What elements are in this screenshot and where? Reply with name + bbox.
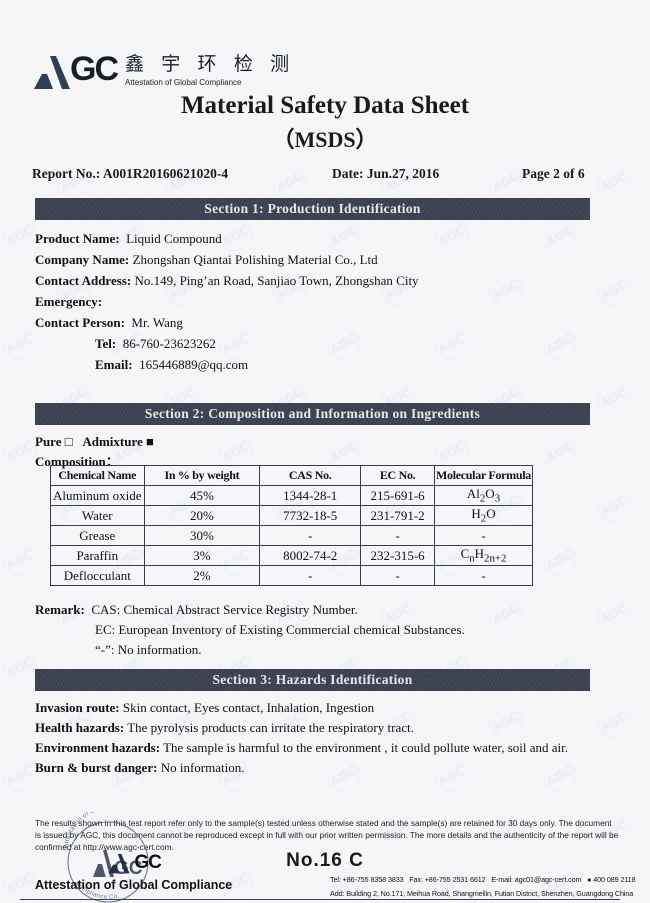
svg-text:Attestation of Global: Attestation of Global <box>63 812 111 848</box>
